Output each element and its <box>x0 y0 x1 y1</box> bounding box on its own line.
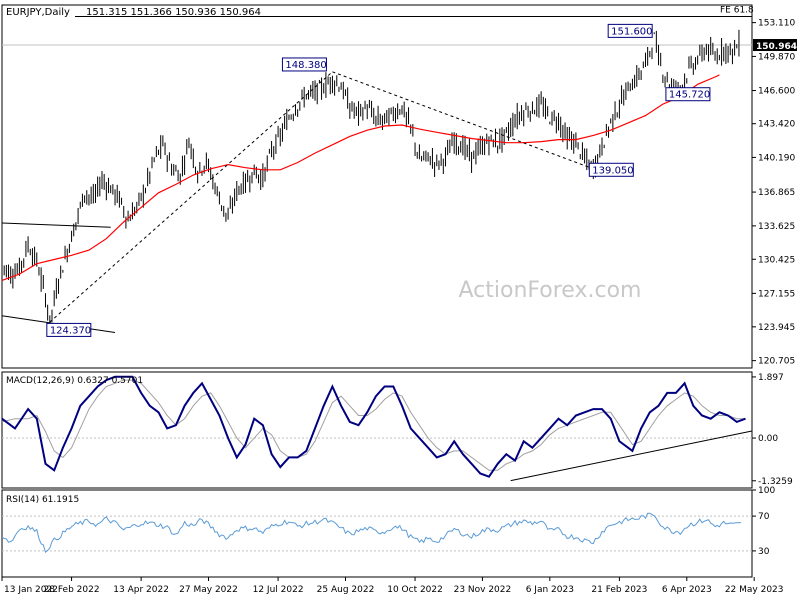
macd-signal-line <box>1 379 746 471</box>
macd-axis-tick-label: 1.897 <box>758 373 784 383</box>
price-axis-tick-label: 133.625 <box>758 222 795 232</box>
watermark: ActionForex.com <box>459 278 642 303</box>
last-price-tag-label: 150.964 <box>756 42 797 52</box>
swing-label-box <box>588 162 634 177</box>
price-axis-tick-label: 140.190 <box>758 153 795 163</box>
price-axis-tick-label: 120.705 <box>758 357 795 367</box>
rsi-axis-zero-label: 0 <box>782 574 783 576</box>
price-axis-tick-label: 146.600 <box>758 87 795 97</box>
x-axis-tick-label: 27 May 2022 <box>179 585 238 595</box>
rsi-axis-tick-label: 70 <box>758 512 770 522</box>
x-axis-tick-label: 6 Apr 2023 <box>662 585 712 595</box>
last-price-tag <box>753 39 797 52</box>
macd-trendline <box>510 430 753 482</box>
fib-extension-label: FE 61.8 <box>720 5 754 15</box>
rsi-line <box>1 512 742 554</box>
x-axis-tick-label: 23 Nov 2022 <box>454 585 512 595</box>
rsi-axis-tick-label: 100 <box>758 486 775 496</box>
swing-label: 139.050 <box>592 165 633 176</box>
price-axis-tick-label: 143.420 <box>758 120 795 130</box>
macd-label: MACD(12,26,9) 0.6327 0.5701 <box>6 376 143 386</box>
x-axis-tick-label: 21 Feb 2023 <box>591 585 647 595</box>
price-axis-tick-label: 149.870 <box>758 52 795 62</box>
moving-average-line <box>1 74 720 281</box>
x-axis-tick-label: 10 Oct 2022 <box>387 585 443 595</box>
x-axis-tick-label: 12 Jul 2022 <box>253 585 304 595</box>
price-trendline <box>1 222 111 228</box>
x-axis-tick-label: 13 Jan 2022 <box>4 585 58 595</box>
price-axis-tick-label: 153.110 <box>758 19 795 29</box>
macd-pane-frame <box>1 371 753 489</box>
price-axis-tick-label: 127.155 <box>758 289 795 299</box>
x-axis-tick-label: 22 May 2023 <box>725 585 784 595</box>
rsi-pane-frame <box>1 489 753 578</box>
swing-label-box <box>607 23 653 38</box>
price-trendline <box>332 71 594 170</box>
price-axis-tick-label: 123.945 <box>758 323 795 333</box>
rsi-label: RSI(14) 61.1915 <box>6 495 79 505</box>
macd-line <box>1 375 746 478</box>
price-axis-tick-label: 136.865 <box>758 188 795 198</box>
rsi-axis-tick-label: 30 <box>758 547 770 557</box>
chart-symbol-label: EURJPY,Daily <box>6 7 70 18</box>
x-axis-tick-label: 25 Aug 2022 <box>317 585 375 595</box>
x-axis-tick-label: 28 Feb 2022 <box>44 585 100 595</box>
x-axis-tick-label: 6 Jan 2023 <box>526 585 574 595</box>
price-candles <box>1 29 740 329</box>
macd-axis-tick-label: -1.3259 <box>758 477 793 487</box>
price-trendline <box>49 71 333 323</box>
swing-label: 124.370 <box>50 325 91 336</box>
x-axis-tick-label: 13 Apr 2022 <box>113 585 169 595</box>
swing-label: 148.380 <box>285 60 326 71</box>
swing-label-box <box>665 87 711 102</box>
macd-axis-tick-label: 0.00 <box>758 434 778 444</box>
price-pane-frame <box>1 4 753 369</box>
ohlc-readout: 151.315 151.366 150.936 150.964 <box>86 7 261 18</box>
swing-label: 151.600 <box>611 26 652 37</box>
swing-label-box <box>46 322 92 337</box>
swing-label-box <box>281 57 327 72</box>
swing-label: 145.720 <box>669 90 710 101</box>
price-axis-tick-label: 130.425 <box>758 255 795 265</box>
